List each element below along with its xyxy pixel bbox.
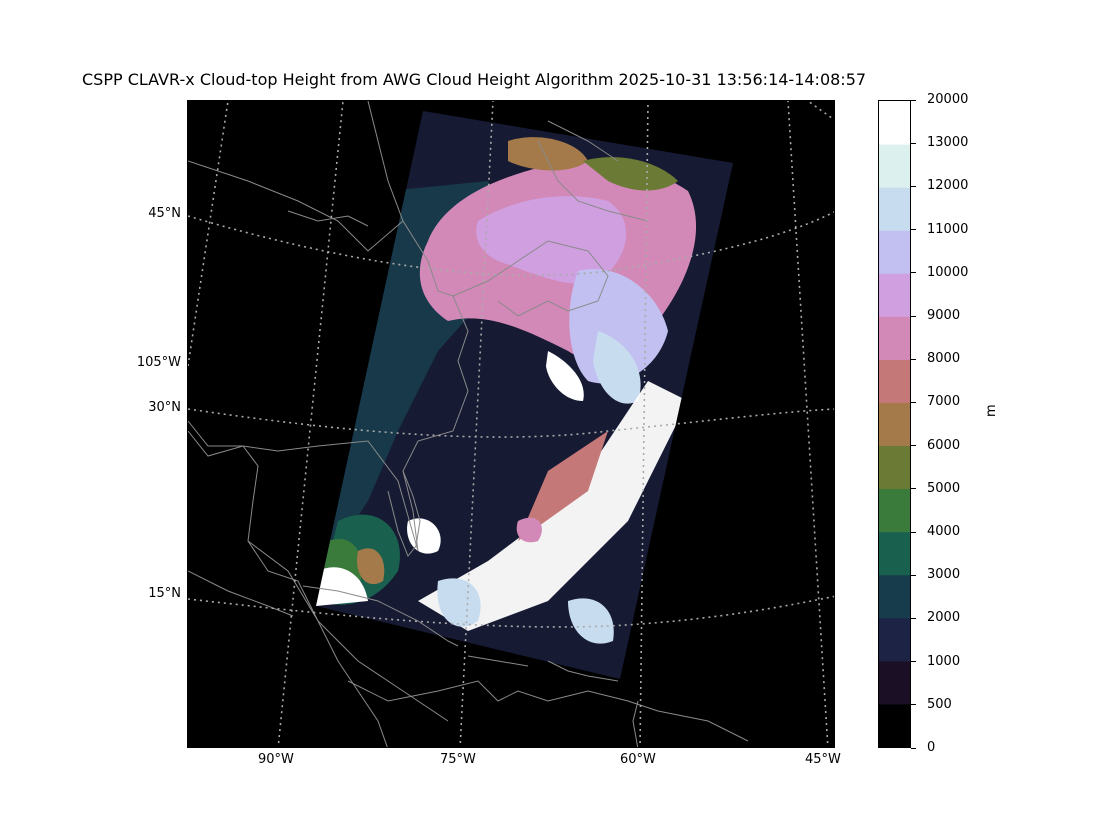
colorbar-tick-label: 3000 xyxy=(927,567,961,583)
colorbar-tick-label: 13000 xyxy=(927,135,969,151)
coastlines xyxy=(188,101,749,747)
lon-label-90w: 90°W xyxy=(258,752,294,767)
colorbar-tick-label: 6000 xyxy=(927,437,961,453)
colorbar xyxy=(878,100,911,748)
colorbar-tick-label: 20000 xyxy=(927,92,969,107)
colorbar-tick-label: 0 xyxy=(927,740,936,755)
colorbar-segment xyxy=(879,617,910,662)
graticule xyxy=(188,101,834,747)
colorbar-tick xyxy=(911,531,916,533)
colorbar-segment xyxy=(879,187,910,231)
colorbar-tick xyxy=(911,747,916,749)
colorbar-tick xyxy=(911,99,916,101)
lat-label-45n: 45°N xyxy=(148,206,181,221)
colorbar-unit: m xyxy=(984,404,999,417)
colorbar-tick xyxy=(911,445,916,447)
lat-label-30n: 30°N xyxy=(148,400,181,415)
colorbar-segment xyxy=(879,488,910,533)
lat-label-15n: 15°N xyxy=(148,586,181,601)
colorbar-segment xyxy=(879,359,910,403)
colorbar-segment xyxy=(879,316,910,360)
lon-label-45w: 45°W xyxy=(805,752,841,767)
colorbar-tick-label: 11000 xyxy=(927,221,969,237)
colorbar-tick-label: 8000 xyxy=(927,351,961,367)
colorbar-tick xyxy=(911,272,916,274)
colorbar-tick-label: 10000 xyxy=(927,264,969,280)
colorbar-tick-label: 9000 xyxy=(927,308,961,323)
colorbar-tick xyxy=(911,617,916,619)
colorbar-tick xyxy=(911,315,916,317)
colorbar-tick-label: 1000 xyxy=(927,653,961,669)
colorbar-segment xyxy=(879,101,910,145)
colorbar-tick xyxy=(911,574,916,576)
colorbar-segment xyxy=(879,445,910,490)
colorbar-segment xyxy=(879,230,910,274)
colorbar-tick xyxy=(911,704,916,706)
map-panel xyxy=(187,100,835,748)
satellite-swath xyxy=(316,111,733,679)
colorbar-tick xyxy=(911,229,916,231)
colorbar-segment xyxy=(879,703,910,747)
colorbar-tick xyxy=(911,488,916,490)
lon-label-75w: 75°W xyxy=(440,752,476,767)
colorbar-segment xyxy=(879,660,910,705)
colorbar-tick-label: 4000 xyxy=(927,524,961,539)
colorbar-tick xyxy=(911,142,916,144)
lon-label-60w: 60°W xyxy=(620,752,656,767)
colorbar-tick-label: 5000 xyxy=(927,480,961,496)
colorbar-tick xyxy=(911,185,916,187)
colorbar-tick-label: 12000 xyxy=(927,178,969,194)
colorbar-tick-label: 7000 xyxy=(927,394,961,410)
colorbar-segment xyxy=(879,144,910,188)
colorbar-segment xyxy=(879,574,910,619)
colorbar-tick-label: 500 xyxy=(927,696,952,712)
colorbar-segment xyxy=(879,273,910,317)
colorbar-tick xyxy=(911,358,916,360)
meridian-label-105w: 105°W xyxy=(136,355,181,370)
cloud-height-map xyxy=(188,101,834,747)
figure-title: CSPP CLAVR-x Cloud-top Height from AWG C… xyxy=(82,70,867,89)
colorbar-tick-label: 2000 xyxy=(927,610,961,626)
colorbar-tick xyxy=(911,401,916,403)
colorbar-segment xyxy=(879,531,910,576)
colorbar-segment xyxy=(879,402,910,447)
colorbar-tick xyxy=(911,661,916,663)
